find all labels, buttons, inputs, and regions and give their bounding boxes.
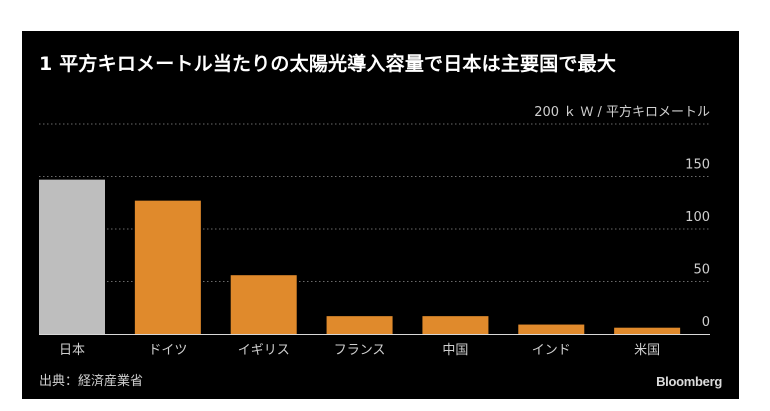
y-tick-label-150: 150 — [685, 158, 710, 173]
x-tick-label-2: イギリス — [238, 343, 290, 358]
bar-4 — [422, 316, 489, 334]
chart-title: 1 平方キロメートル当たりの太陽光導入容量で日本は主要国で最大 — [39, 53, 617, 75]
bar-3 — [326, 316, 393, 334]
x-tick-label-3: フランス — [334, 343, 386, 358]
bar-0 — [39, 179, 105, 334]
bar-2 — [230, 275, 297, 334]
bar-1 — [134, 200, 201, 334]
y-tick-label-100: 100 — [685, 210, 710, 225]
x-tick-label-5: インド — [532, 343, 571, 358]
x-tick-label-1: ドイツ — [148, 343, 187, 358]
source-note: 出典：経済産業省 — [39, 374, 144, 389]
x-tick-label-4: 中国 — [442, 343, 468, 358]
y-tick-label-50: 50 — [693, 263, 710, 278]
bloomberg-logo: Bloomberg — [656, 374, 722, 389]
x-tick-label-6: 米国 — [634, 343, 660, 358]
y-tick-label-200: 200 ｋ Ｗ / 平方キロメートル — [534, 104, 710, 120]
y-tick-label-0: 0 — [702, 315, 710, 330]
chart-card: 1 平方キロメートル当たりの太陽光導入容量で日本は主要国で最大 0 50 100 15… — [22, 31, 739, 399]
x-tick-label-0: 日本 — [59, 343, 85, 358]
bar-5 — [518, 324, 585, 334]
bar-6 — [614, 327, 681, 334]
